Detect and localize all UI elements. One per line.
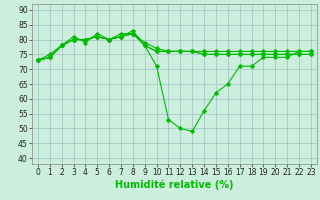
X-axis label: Humidité relative (%): Humidité relative (%)	[115, 180, 234, 190]
